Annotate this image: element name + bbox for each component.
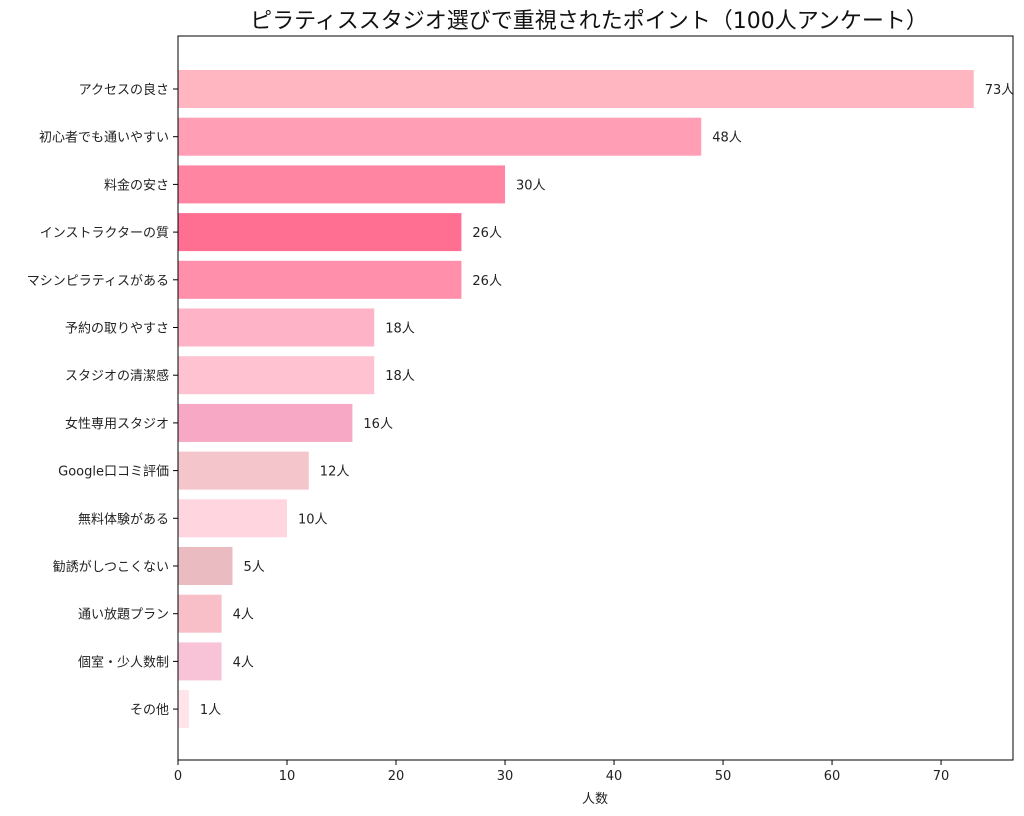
y-tick-label: インストラクターの質 bbox=[40, 226, 169, 241]
y-tick-label: 料金の安さ bbox=[104, 177, 169, 193]
x-axis-label: 人数 bbox=[582, 792, 608, 807]
data-label: 18人 bbox=[385, 322, 415, 337]
bar bbox=[178, 594, 222, 633]
y-axis-ticks: アクセスの良さ初心者でも通いやすい料金の安さインストラクターの質マシンピラティス… bbox=[27, 82, 178, 718]
y-tick-label: スタジオの清潔感 bbox=[65, 368, 169, 384]
y-tick-label: 通い放題プラン bbox=[78, 608, 169, 623]
x-tick-label: 60 bbox=[824, 769, 841, 784]
x-tick-label: 20 bbox=[388, 769, 405, 784]
bar bbox=[178, 451, 309, 490]
y-tick-label: 個室・少人数制 bbox=[78, 654, 169, 670]
data-label: 48人 bbox=[712, 131, 742, 146]
x-tick-label: 10 bbox=[279, 769, 296, 784]
data-label: 16人 bbox=[363, 417, 393, 432]
bar bbox=[178, 356, 375, 395]
bar bbox=[178, 117, 702, 156]
y-tick-label: 女性専用スタジオ bbox=[65, 416, 169, 432]
data-label: 18人 bbox=[385, 369, 415, 384]
y-tick-label: 無料体験がある bbox=[78, 512, 169, 527]
x-tick-label: 40 bbox=[606, 769, 623, 784]
y-tick-label: 勧誘がしつこくない bbox=[53, 559, 169, 575]
bar bbox=[178, 499, 288, 538]
x-tick-label: 50 bbox=[715, 769, 732, 784]
x-tick-label: 30 bbox=[497, 769, 514, 784]
data-label: 26人 bbox=[472, 226, 502, 241]
x-tick-label: 0 bbox=[174, 769, 182, 784]
y-tick-label: Google口コミ評価 bbox=[58, 465, 169, 480]
data-labels-layer: 73人 48人 30人 26人 26人 18人 18人 16人 12人 10人 5人 4人 4人 1人 bbox=[200, 83, 1014, 718]
bar bbox=[178, 690, 189, 729]
data-label: 4人 bbox=[233, 655, 254, 670]
data-label: 10人 bbox=[298, 512, 328, 527]
bar bbox=[178, 403, 353, 442]
bar bbox=[178, 165, 506, 204]
chart-title: ピラティススタジオ選びで重視されたポイント（100人アンケート） bbox=[250, 9, 928, 34]
x-axis-ticks: 0 10 20 30 40 50 60 70 bbox=[174, 760, 949, 784]
bar bbox=[178, 70, 974, 108]
bar bbox=[178, 547, 233, 585]
data-label: 1人 bbox=[200, 703, 221, 718]
plot-frame bbox=[177, 35, 1014, 761]
y-tick-label: マシンピラティスがある bbox=[27, 274, 169, 289]
bar bbox=[178, 213, 462, 252]
data-label: 73人 bbox=[985, 83, 1015, 98]
bar bbox=[178, 642, 222, 681]
bar bbox=[178, 308, 375, 347]
x-tick-label: 70 bbox=[933, 769, 950, 784]
data-label: 12人 bbox=[320, 465, 350, 480]
bars-layer bbox=[178, 70, 974, 729]
y-tick-label: 予約の取りやすさ bbox=[65, 322, 169, 337]
data-label: 26人 bbox=[472, 274, 502, 289]
data-label: 4人 bbox=[233, 608, 254, 623]
y-tick-label: 初心者でも通いやすい bbox=[39, 131, 169, 146]
y-tick-label: その他 bbox=[130, 703, 169, 718]
y-tick-label: アクセスの良さ bbox=[79, 82, 169, 98]
data-label: 30人 bbox=[516, 178, 546, 193]
data-label: 5人 bbox=[244, 560, 265, 575]
bar bbox=[178, 260, 462, 299]
